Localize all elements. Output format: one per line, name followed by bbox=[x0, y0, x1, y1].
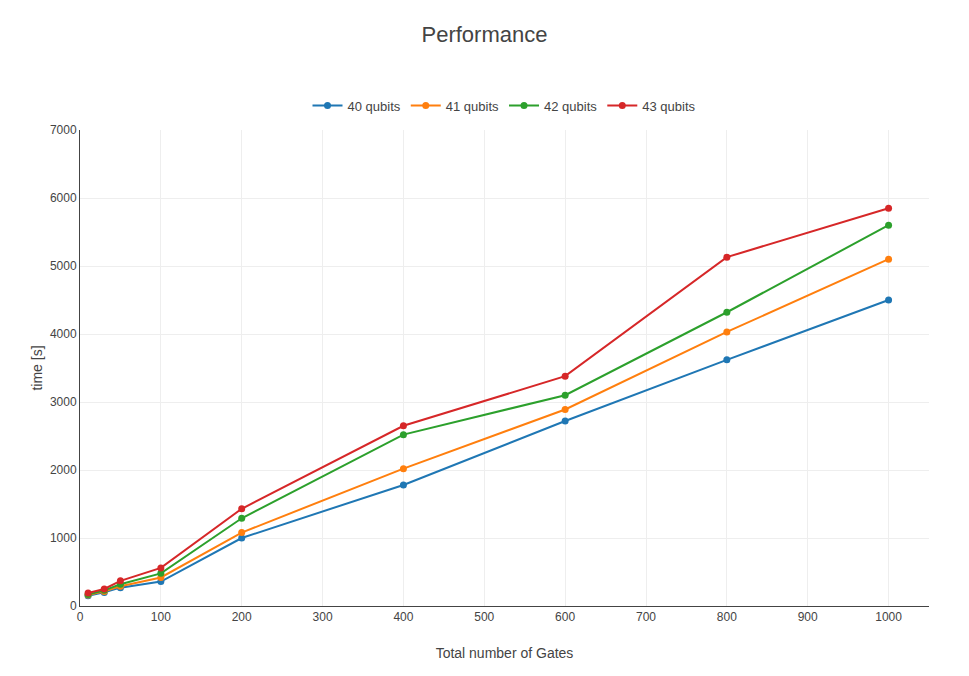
svg-text:1000: 1000 bbox=[875, 610, 902, 624]
svg-text:7000: 7000 bbox=[50, 123, 77, 137]
svg-text:200: 200 bbox=[232, 610, 252, 624]
svg-text:4000: 4000 bbox=[50, 327, 77, 341]
svg-text:600: 600 bbox=[555, 610, 575, 624]
svg-text:1000: 1000 bbox=[50, 531, 77, 545]
svg-text:40 qubits: 40 qubits bbox=[348, 99, 401, 114]
svg-text:Total number of Gates: Total number of Gates bbox=[436, 645, 574, 661]
svg-text:0: 0 bbox=[70, 599, 77, 613]
svg-text:500: 500 bbox=[474, 610, 494, 624]
svg-text:Performance: Performance bbox=[422, 22, 548, 47]
svg-text:time [s]: time [s] bbox=[29, 345, 45, 390]
svg-text:100: 100 bbox=[151, 610, 171, 624]
svg-text:41 qubits: 41 qubits bbox=[446, 99, 499, 114]
svg-text:6000: 6000 bbox=[50, 191, 77, 205]
svg-text:0: 0 bbox=[77, 610, 84, 624]
svg-text:900: 900 bbox=[798, 610, 818, 624]
svg-text:700: 700 bbox=[636, 610, 656, 624]
svg-text:300: 300 bbox=[313, 610, 333, 624]
svg-text:400: 400 bbox=[393, 610, 413, 624]
svg-text:42 qubits: 42 qubits bbox=[544, 99, 597, 114]
svg-text:43 qubits: 43 qubits bbox=[642, 99, 695, 114]
svg-text:800: 800 bbox=[717, 610, 737, 624]
svg-text:2000: 2000 bbox=[50, 463, 77, 477]
svg-text:5000: 5000 bbox=[50, 259, 77, 273]
svg-text:3000: 3000 bbox=[50, 395, 77, 409]
